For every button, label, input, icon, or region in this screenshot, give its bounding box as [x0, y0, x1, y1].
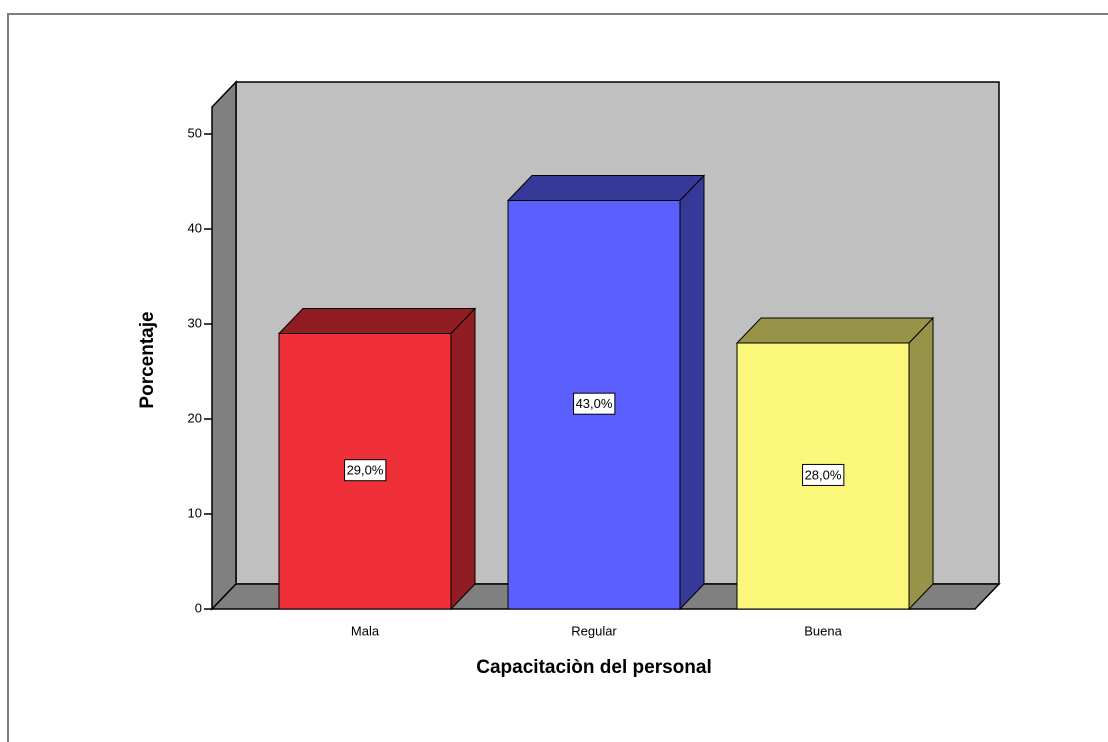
- bar-top: [506, 175, 706, 201]
- value-label-box: [573, 392, 616, 415]
- y-tick-label: 10: [188, 505, 202, 520]
- bar-side: [908, 316, 934, 611]
- y-tick-label: 50: [188, 125, 202, 140]
- x-tick-label: Regular: [571, 623, 617, 638]
- side-wall: [211, 80, 237, 611]
- y-tick-label: 40: [188, 220, 202, 235]
- x-tick-label: Buena: [804, 623, 842, 638]
- y-tick-label: 0: [195, 600, 202, 615]
- y-tick-label: 20: [188, 410, 202, 425]
- value-label-box: [344, 459, 387, 482]
- bar: 43,0%: [506, 174, 706, 611]
- x-tick-label: Mala: [351, 623, 380, 638]
- bar: 28,0%: [735, 316, 935, 611]
- x-axis-title: Capacitaciòn del personal: [476, 657, 711, 678]
- bar-side: [450, 307, 476, 611]
- y-tick-label: 30: [188, 315, 202, 330]
- value-label: 28,0%: [805, 467, 842, 482]
- bar-top: [277, 308, 477, 334]
- bar-top: [735, 317, 935, 344]
- value-label: 43,0%: [576, 396, 613, 411]
- value-label-box: [802, 463, 845, 486]
- frame: [7, 13, 1108, 742]
- bar: 29,0%: [277, 307, 477, 611]
- y-axis-title: Porcentaje: [137, 311, 158, 408]
- value-label: 29,0%: [347, 463, 384, 478]
- bar-side: [679, 174, 705, 611]
